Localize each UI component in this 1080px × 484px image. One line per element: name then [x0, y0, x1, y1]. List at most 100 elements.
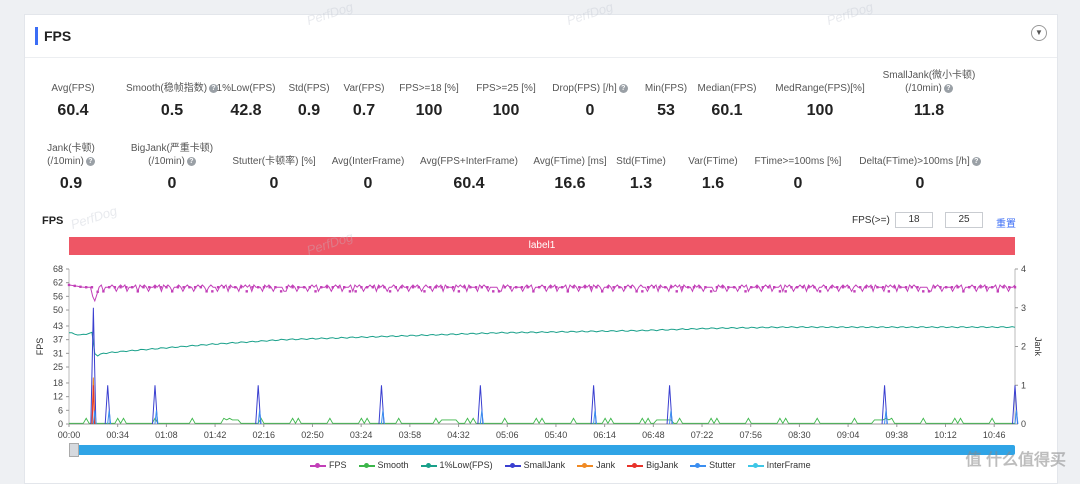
fps-marker: [90, 286, 94, 289]
fps-marker: [979, 286, 982, 289]
help-icon[interactable]: ?: [943, 83, 953, 93]
x-tick-label: 04:32: [447, 430, 470, 440]
help-icon[interactable]: ?: [85, 156, 95, 166]
fps-marker: [297, 286, 300, 289]
threshold-input-2[interactable]: [945, 212, 983, 228]
stat-item: Std(FTime) 1.3: [576, 155, 706, 193]
legend-item[interactable]: Smooth: [358, 460, 409, 470]
fps-marker: [434, 286, 438, 289]
stat-item: Delta(FTime)>100ms [/h]? 0: [855, 155, 985, 193]
threshold-label: FPS(>=): [852, 215, 890, 226]
fps-marker: [956, 286, 959, 289]
fps-marker: [400, 286, 403, 289]
stat-label: Delta(FTime)>100ms [/h]?: [855, 155, 985, 168]
fps-marker: [251, 286, 254, 289]
fps-marker: [1008, 286, 1011, 289]
fps-marker: [629, 286, 633, 289]
help-icon[interactable]: ?: [186, 156, 196, 166]
fps-card: FPS ▼ Avg(FPS) 60.4 Smooth(稳帧指数)? 0.5 1%Low(…: [24, 14, 1058, 484]
fps-marker: [337, 286, 340, 289]
reset-button[interactable]: 重置: [996, 219, 1016, 230]
x-tick-label: 02:50: [301, 430, 324, 440]
fps-marker: [130, 286, 134, 289]
fps-marker: [497, 290, 501, 293]
stat-label: Stutter(卡顿率) [%]: [232, 156, 316, 167]
x-tick-label: 07:22: [691, 430, 714, 440]
stat-value: 0.9: [297, 102, 321, 119]
y-tick-label-left: 62: [53, 278, 63, 288]
fps-marker: [446, 286, 449, 289]
fps-marker: [279, 290, 283, 293]
fps-marker: [463, 286, 466, 289]
stat-item: Avg(FTime) [ms] 16.6: [505, 155, 635, 193]
legend-item[interactable]: BigJank: [627, 460, 678, 470]
help-icon[interactable]: ?: [971, 156, 981, 166]
fps-marker: [841, 286, 845, 289]
fps-marker: [818, 290, 822, 293]
help-icon[interactable]: ?: [209, 83, 219, 93]
legend-item[interactable]: Stutter: [690, 460, 736, 470]
fps-marker: [85, 286, 88, 289]
threshold-input-1[interactable]: [895, 212, 933, 228]
legend-item[interactable]: Jank: [577, 460, 615, 470]
fps-marker: [331, 286, 334, 289]
stat-value: 0: [269, 175, 279, 192]
fps-marker: [136, 290, 139, 293]
fps-marker: [348, 290, 352, 293]
fps-marker: [199, 286, 203, 289]
y-tick-label-left: 31: [53, 348, 63, 358]
stat-label: Std(FPS): [288, 83, 330, 94]
legend-label: BigJank: [646, 460, 679, 470]
x-tick-label: 00:34: [106, 430, 129, 440]
legend-marker: [577, 462, 594, 468]
fps-marker: [899, 286, 902, 289]
stat-label: Avg(FTime) [ms]: [533, 156, 607, 167]
fps-marker: [469, 286, 472, 289]
time-range-slider[interactable]: [69, 445, 1015, 455]
stutter-spike: [92, 410, 97, 425]
legend-item[interactable]: FPS: [310, 460, 347, 470]
legend-item[interactable]: InterFrame: [747, 460, 811, 470]
fps-marker: [698, 286, 701, 289]
fps-marker: [704, 286, 707, 289]
fps-marker: [113, 286, 117, 289]
fps-marker: [291, 286, 294, 289]
legend-label: Jank: [596, 460, 616, 470]
legend-item[interactable]: 1%Low(FPS): [420, 460, 493, 470]
slider-handle[interactable]: [69, 443, 79, 457]
fps-marker: [474, 286, 478, 289]
legend-marker: [747, 462, 764, 468]
smalljank-spike: [104, 385, 111, 425]
help-icon[interactable]: ?: [618, 83, 628, 93]
fps-marker: [67, 283, 71, 287]
stat-value: 100: [415, 102, 443, 119]
y-axis-label-right: Jank: [1033, 337, 1043, 357]
fps-marker: [652, 286, 655, 289]
fps-marker: [245, 290, 248, 293]
x-tick-label: 05:06: [496, 430, 519, 440]
fps-marker: [641, 290, 644, 293]
stat-label: Avg(FPS+InterFrame): [420, 156, 518, 167]
fps-marker: [125, 286, 128, 289]
y-tick-label-left: 18: [53, 378, 63, 388]
fps-marker: [102, 290, 105, 293]
fps-marker: [927, 290, 931, 293]
fps-marker: [354, 290, 357, 293]
stat-label: Median(FPS): [697, 83, 757, 94]
fps-marker: [950, 286, 954, 289]
fps-marker: [365, 286, 369, 289]
stutter-spike: [593, 410, 598, 425]
legend-label: SmallJank: [523, 460, 566, 470]
fps-marker: [578, 286, 581, 289]
fps-marker: [543, 286, 547, 289]
fps-marker: [73, 284, 76, 288]
stat-label: Var(FPS): [343, 83, 385, 94]
chevron-down-icon[interactable]: ▼: [1031, 25, 1047, 41]
fps-marker: [555, 286, 558, 289]
stat-item: Median(FPS) 60.1: [662, 82, 792, 120]
x-tick-label: 09:04: [837, 430, 860, 440]
fps-marker: [566, 290, 569, 293]
legend-item[interactable]: SmallJank: [504, 460, 566, 470]
label-bar[interactable]: label1: [69, 237, 1015, 255]
fps-marker: [830, 286, 833, 289]
